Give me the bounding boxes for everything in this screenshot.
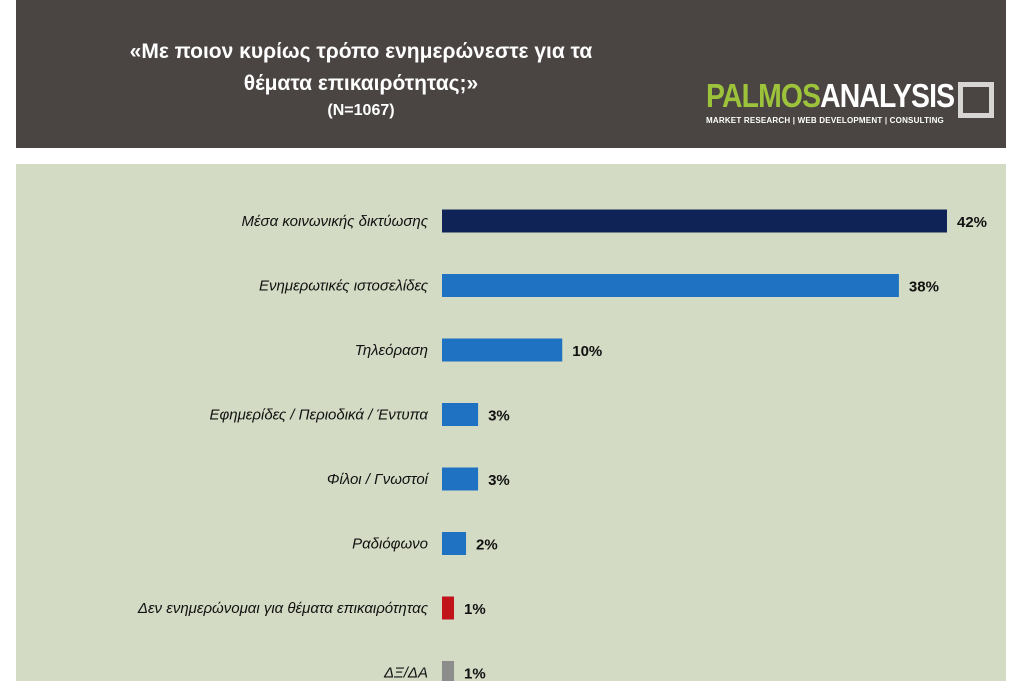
- value-label: 3%: [488, 408, 510, 425]
- category-label: Δεν ενημερώνομαι για θέματα επικαιρότητα…: [137, 600, 429, 617]
- bar: [442, 532, 467, 555]
- logo-tagline: MARKET RESEARCH | WEB DEVELOPMENT | CONS…: [706, 116, 944, 125]
- value-label: 2%: [476, 537, 498, 554]
- value-label: 3%: [488, 472, 510, 489]
- bar: [442, 596, 455, 620]
- category-label: Ενημερωτικές ιστοσελίδες: [259, 278, 429, 295]
- chart-panel: Μέσα κοινωνικής δικτύωσης 42% Ενημερωτικές…: [16, 164, 1006, 681]
- category-label: Εφημερίδες / Περιοδικά / Έντυπα: [209, 407, 428, 424]
- value-label: 42%: [957, 214, 987, 231]
- category-label: Μέσα κοινωνικής δικτύωσης: [241, 213, 428, 230]
- bar: [442, 209, 947, 233]
- title-line-1: «Με ποιον κυρίως τρόπο ενημερώνεστε για …: [129, 40, 593, 63]
- chart-title: «Με ποιον κυρίως τρόπο ενημερώνεστε για …: [16, 36, 706, 100]
- logo-square-inner: [971, 95, 985, 109]
- category-label: ΔΞ/ΔΑ: [383, 665, 428, 681]
- value-label: 10%: [572, 343, 602, 360]
- logo-wordmark: PALMOSANALYSIS: [706, 77, 955, 114]
- value-label: 38%: [909, 279, 939, 296]
- palmos-analysis-logo: PALMOSANALYSIS MARKET RESEARCH | WEB DEV…: [706, 78, 1006, 134]
- title-line-2: θέματα επικαιρότητας;»: [243, 72, 479, 95]
- bar: [442, 338, 563, 362]
- bar: [442, 274, 899, 297]
- bar: [442, 403, 479, 426]
- category-label: Τηλεόραση: [355, 342, 428, 359]
- logo-square-icon: [958, 82, 994, 118]
- bar: [442, 467, 479, 491]
- value-label: 1%: [464, 601, 486, 618]
- category-label: Φίλοι / Γνωστοί: [327, 471, 430, 488]
- sample-size: (N=1067): [327, 102, 395, 119]
- value-label: 1%: [464, 666, 486, 681]
- logo-part-analysis: ANALYSIS: [820, 77, 955, 114]
- category-label: Ραδιόφωνο: [352, 536, 428, 553]
- header-banner: «Με ποιον κυρίως τρόπο ενημερώνεστε για …: [16, 0, 1006, 148]
- logo-part-palmos: PALMOS: [706, 77, 821, 114]
- bar: [442, 661, 455, 681]
- bar-chart: Μέσα κοινωνικής δικτύωσης 42% Ενημερωτικές…: [137, 209, 987, 681]
